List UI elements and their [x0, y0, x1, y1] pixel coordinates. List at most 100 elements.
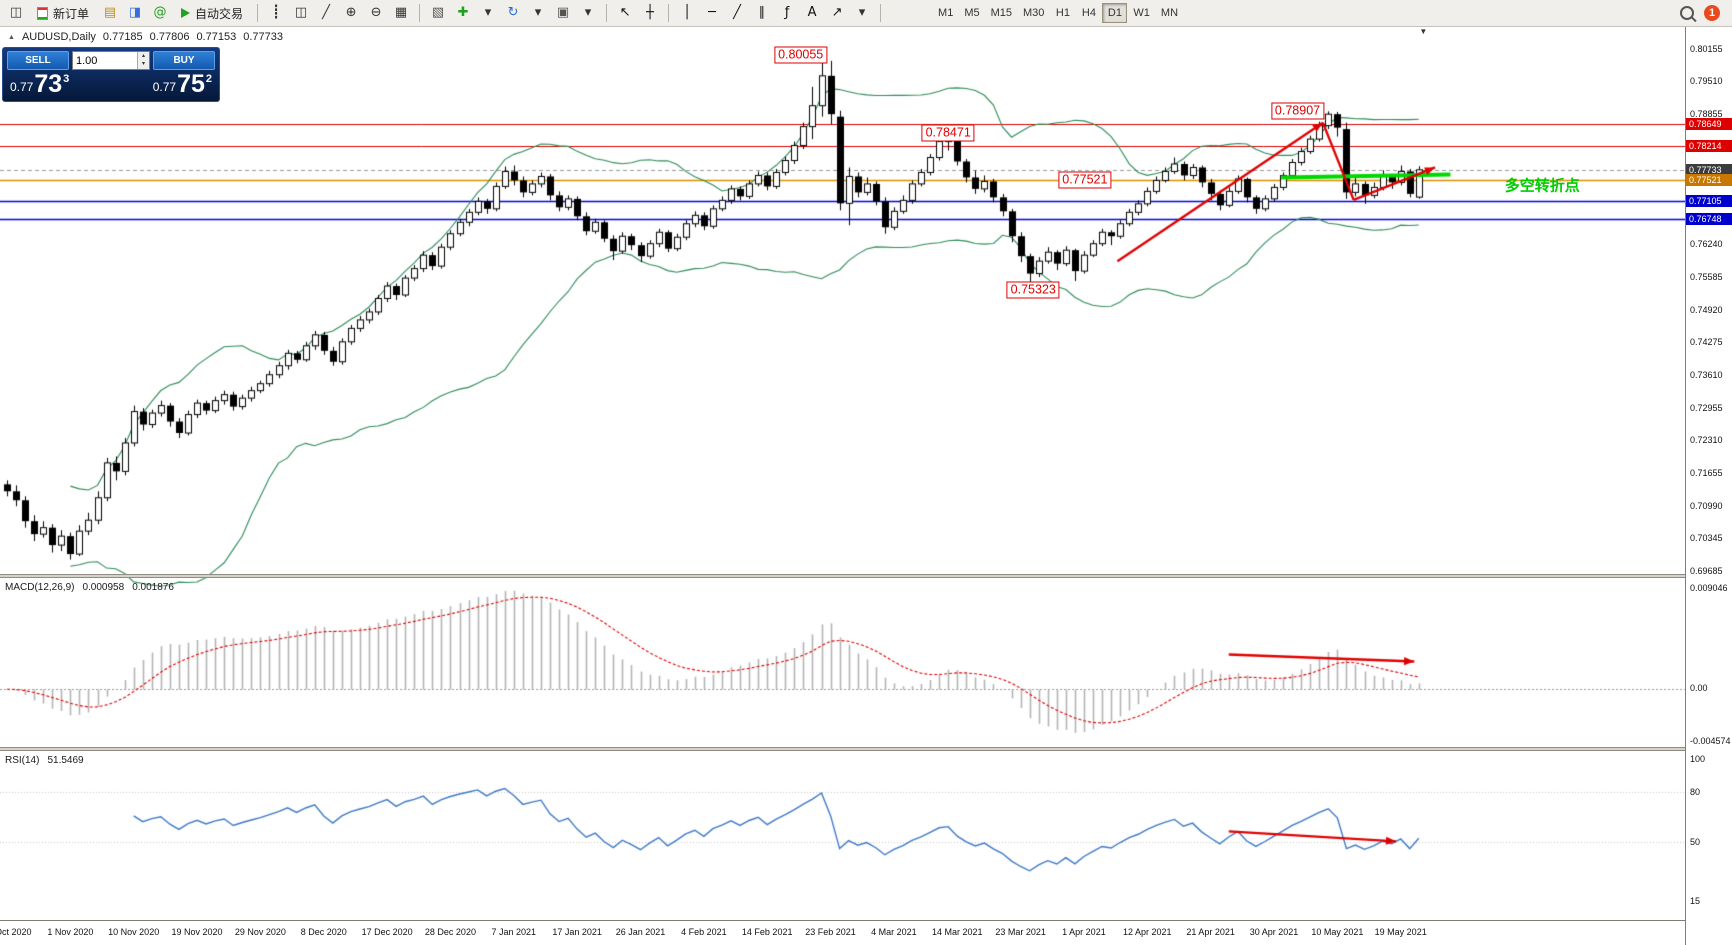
- timeframe-mn[interactable]: MN: [1156, 3, 1183, 23]
- price-callout-label[interactable]: 0.75323: [1006, 281, 1060, 299]
- zoom-out-icon[interactable]: ⊖: [364, 2, 388, 24]
- time-label: 10 May 2021: [1311, 927, 1364, 937]
- price-callout-label[interactable]: 0.78907: [1270, 102, 1325, 120]
- timeframe-d1[interactable]: D1: [1102, 3, 1128, 23]
- time-label: 10 Nov 2020: [108, 927, 160, 937]
- price-line-label: 0.78214: [1686, 139, 1732, 152]
- toolbar-right-group: 1: [1680, 5, 1728, 21]
- timeframe-h4[interactable]: H4: [1076, 3, 1101, 23]
- macd-indicator-label: MACD(12,26,9) 0.000958 0.001876: [5, 582, 174, 593]
- data-window-icon[interactable]: ◨: [123, 2, 147, 24]
- macd-axis-max: 0.009046: [1690, 583, 1728, 593]
- macd-pane-separator[interactable]: [0, 574, 1732, 578]
- buy-button[interactable]: BUY: [153, 51, 215, 70]
- time-label: 30 Apr 2021: [1249, 927, 1299, 937]
- price-tick: 0.74920: [1690, 304, 1723, 315]
- lot-size-group: ▴ ▾: [72, 51, 150, 70]
- vertical-line-icon[interactable]: │: [675, 2, 699, 24]
- sell-price[interactable]: 0.77 73 3: [10, 70, 70, 98]
- tile-windows-icon[interactable]: ▦: [389, 2, 413, 24]
- time-label: 19 May 2021: [1374, 927, 1427, 937]
- candlestick-chart-icon[interactable]: ◫: [289, 2, 313, 24]
- price-callout-label[interactable]: 0.77521: [1058, 171, 1112, 189]
- indicators-icon[interactable]: ✚: [451, 2, 475, 24]
- rsi-axis-label: 50: [1690, 837, 1701, 848]
- rsi-axis-label: 15: [1690, 895, 1701, 906]
- price-callout-label[interactable]: 0.78471: [921, 124, 975, 142]
- page-icon: [37, 6, 48, 20]
- channel-icon[interactable]: ∥: [750, 2, 774, 24]
- zoom-in-icon[interactable]: ⊕: [339, 2, 363, 24]
- rsi-axis-label: 100: [1690, 753, 1706, 764]
- notification-badge[interactable]: 1: [1704, 5, 1720, 21]
- toolbar-separator: [606, 4, 608, 22]
- fibonacci-icon[interactable]: ƒ: [775, 2, 799, 24]
- market-watch-icon[interactable]: ▤: [98, 2, 122, 24]
- time-axis[interactable]: 22 Oct 2020 1 Nov 2020 10 Nov 2020 19 Nov 2…: [0, 920, 1686, 945]
- lot-increase-button[interactable]: ▴: [141, 53, 145, 59]
- toolbar-separator: [880, 4, 882, 22]
- timeframe-m30[interactable]: M30: [1018, 3, 1049, 23]
- time-label: 17 Jan 2021: [552, 927, 602, 937]
- timeframe-h1[interactable]: H1: [1050, 3, 1075, 23]
- price-callout-label[interactable]: 0.80055: [774, 46, 828, 64]
- time-label: 4 Mar 2021: [871, 927, 917, 937]
- objects-dropdown-icon[interactable]: ▾: [850, 2, 874, 24]
- line-chart-icon[interactable]: ╱: [314, 2, 338, 24]
- time-label: 8 Dec 2020: [300, 927, 347, 937]
- timeframe-m15[interactable]: M15: [986, 3, 1017, 23]
- symbol-collapse-icon[interactable]: ▲: [8, 33, 15, 41]
- timeframe-m5[interactable]: M5: [959, 3, 984, 23]
- templates-icon[interactable]: ▣: [551, 2, 575, 24]
- time-label: 23 Mar 2021: [995, 927, 1046, 937]
- price-tick: 0.78855: [1690, 108, 1723, 119]
- period-cycle-icon[interactable]: ↻: [501, 2, 525, 24]
- lot-decrease-button[interactable]: ▾: [141, 61, 145, 67]
- price-tick: 0.72955: [1690, 402, 1723, 413]
- expert-advisors-icon[interactable]: @: [148, 2, 172, 24]
- trendline-icon[interactable]: ╱: [725, 2, 749, 24]
- lot-size-input[interactable]: [73, 52, 137, 69]
- toolbar: ◫ 新订单 ▤ ◨ @ 自动交易 ┋ ◫ ╱ ⊕ ⊖ ▦ ▧ ✚ ▾ ↻ ▾ ▣ ▾ ↖ ┼ │ ─ ╱ ∥ ƒ A ↗ ▾ M1 M5 M1…: [0, 0, 1732, 27]
- price-axis[interactable]: 0.80155 0.79510 0.78855 0.76240 0.75585 0.749…: [1685, 26, 1732, 945]
- chart-window-icon[interactable]: ◫: [4, 2, 28, 24]
- timeframe-w1[interactable]: W1: [1128, 3, 1155, 23]
- price-tick: 0.76240: [1690, 239, 1723, 250]
- lot-spinner: ▴ ▾: [137, 52, 149, 69]
- arrow-objects-icon[interactable]: ↗: [825, 2, 849, 24]
- crosshair-icon[interactable]: ┼: [638, 2, 662, 24]
- time-label: 7 Jan 2021: [491, 927, 537, 937]
- search-icon[interactable]: [1680, 6, 1694, 20]
- price-line-label: 0.76748: [1686, 212, 1732, 225]
- horizontal-line-icon[interactable]: ─: [700, 2, 724, 24]
- price-tick: 0.72310: [1690, 434, 1723, 445]
- rsi-pane-separator[interactable]: [0, 747, 1732, 751]
- time-label: 14 Feb 2021: [741, 927, 793, 937]
- autotrading-button[interactable]: 自动交易: [173, 2, 251, 24]
- price-tick: 0.70345: [1690, 532, 1723, 543]
- arrange-charts-icon[interactable]: ▧: [426, 2, 450, 24]
- period-dropdown-icon[interactable]: ▾: [526, 2, 550, 24]
- price-tick: 0.74275: [1690, 337, 1723, 348]
- current-price-label: 0.77733: [1686, 163, 1732, 176]
- bar-chart-icon[interactable]: ┋: [264, 2, 288, 24]
- annotation-text[interactable]: 多空转折点: [1504, 177, 1580, 195]
- time-label: 21 Apr 2021: [1186, 927, 1235, 937]
- cursor-icon[interactable]: ↖: [613, 2, 637, 24]
- indicators-dropdown-icon[interactable]: ▾: [476, 2, 500, 24]
- time-label: 23 Feb 2021: [805, 927, 856, 937]
- price-tick: 0.71655: [1690, 467, 1723, 478]
- time-label: 17 Dec 2020: [361, 927, 413, 937]
- text-label-icon[interactable]: A: [800, 2, 824, 24]
- low-value: 0.77153: [196, 31, 237, 43]
- symbol-period-label: AUDUSD,Daily: [21, 31, 96, 43]
- templates-dropdown-icon[interactable]: ▾: [576, 2, 600, 24]
- buy-price[interactable]: 0.77 75 2: [152, 70, 212, 98]
- new-order-button[interactable]: 新订单: [29, 2, 97, 24]
- sell-button[interactable]: SELL: [7, 51, 69, 70]
- time-label: 14 Mar 2021: [931, 927, 983, 937]
- timeframe-m1[interactable]: M1: [933, 3, 958, 23]
- chart-shift-marker[interactable]: ▼: [1419, 27, 1428, 36]
